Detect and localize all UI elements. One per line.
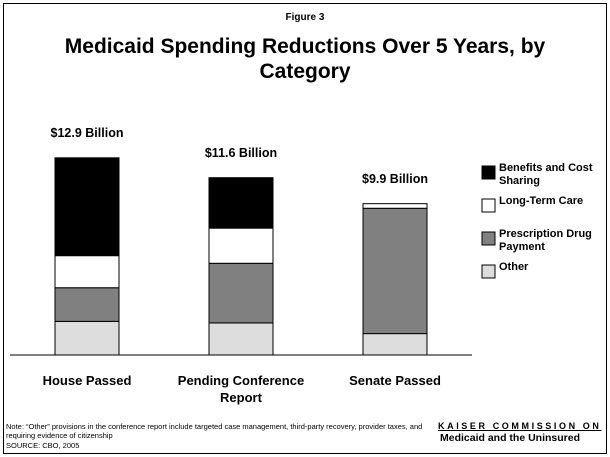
x-tick-label: Pending Conference Report (177, 373, 305, 405)
frame (3, 3, 607, 454)
total-label: $12.9 Billion (51, 126, 124, 140)
legend-label: Other (499, 261, 529, 273)
legend-swatch (481, 165, 496, 180)
x-tick-label: Senate Passed (349, 373, 441, 388)
bar-segment (54, 255, 120, 289)
legend-label: Long-Term Care (499, 195, 584, 207)
legend-swatch (481, 198, 496, 213)
bar-segment (208, 262, 274, 324)
figure-label: Figure 3 (285, 12, 325, 23)
legend-swatch (481, 264, 496, 279)
bar-segment (54, 320, 120, 356)
bar-segment (362, 333, 428, 356)
legend-label: Prescription Drug Payment (499, 228, 592, 253)
bar-segment (208, 227, 274, 264)
bar-segment (362, 207, 428, 335)
footnote: Note: “Other” provisions in the conferen… (6, 422, 423, 440)
legend-swatch (481, 231, 496, 246)
logo-top: KAISER COMMISSION ON (438, 421, 602, 431)
logo-bottom: Medicaid and the Uninsured (440, 432, 581, 444)
chart-title: Medicaid Spending Reductions Over 5 Year… (64, 35, 546, 83)
total-label: $9.9 Billion (362, 172, 428, 186)
source: SOURCE: CBO, 2005 (6, 441, 80, 450)
x-tick-label: House Passed (42, 373, 132, 388)
bar-segment (54, 157, 120, 257)
bar-segment (54, 287, 120, 322)
bar-segment (208, 177, 274, 229)
bar-segment (362, 203, 428, 209)
total-label: $11.6 Billion (205, 146, 277, 160)
legend-label: Benefits and Cost Sharing (499, 162, 593, 187)
bar-segment (208, 322, 274, 356)
